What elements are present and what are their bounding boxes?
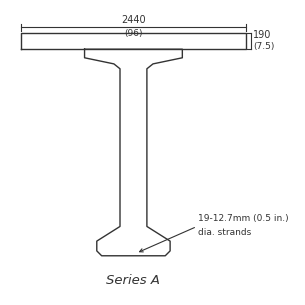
Text: (7.5): (7.5) bbox=[253, 42, 274, 52]
Text: dia. strands: dia. strands bbox=[198, 228, 252, 237]
Text: Series A: Series A bbox=[106, 274, 160, 287]
Text: 2440: 2440 bbox=[121, 15, 146, 25]
Text: (96): (96) bbox=[124, 29, 143, 38]
Text: 19-12.7mm (0.5 in.): 19-12.7mm (0.5 in.) bbox=[198, 214, 289, 223]
Text: 190: 190 bbox=[253, 30, 272, 40]
